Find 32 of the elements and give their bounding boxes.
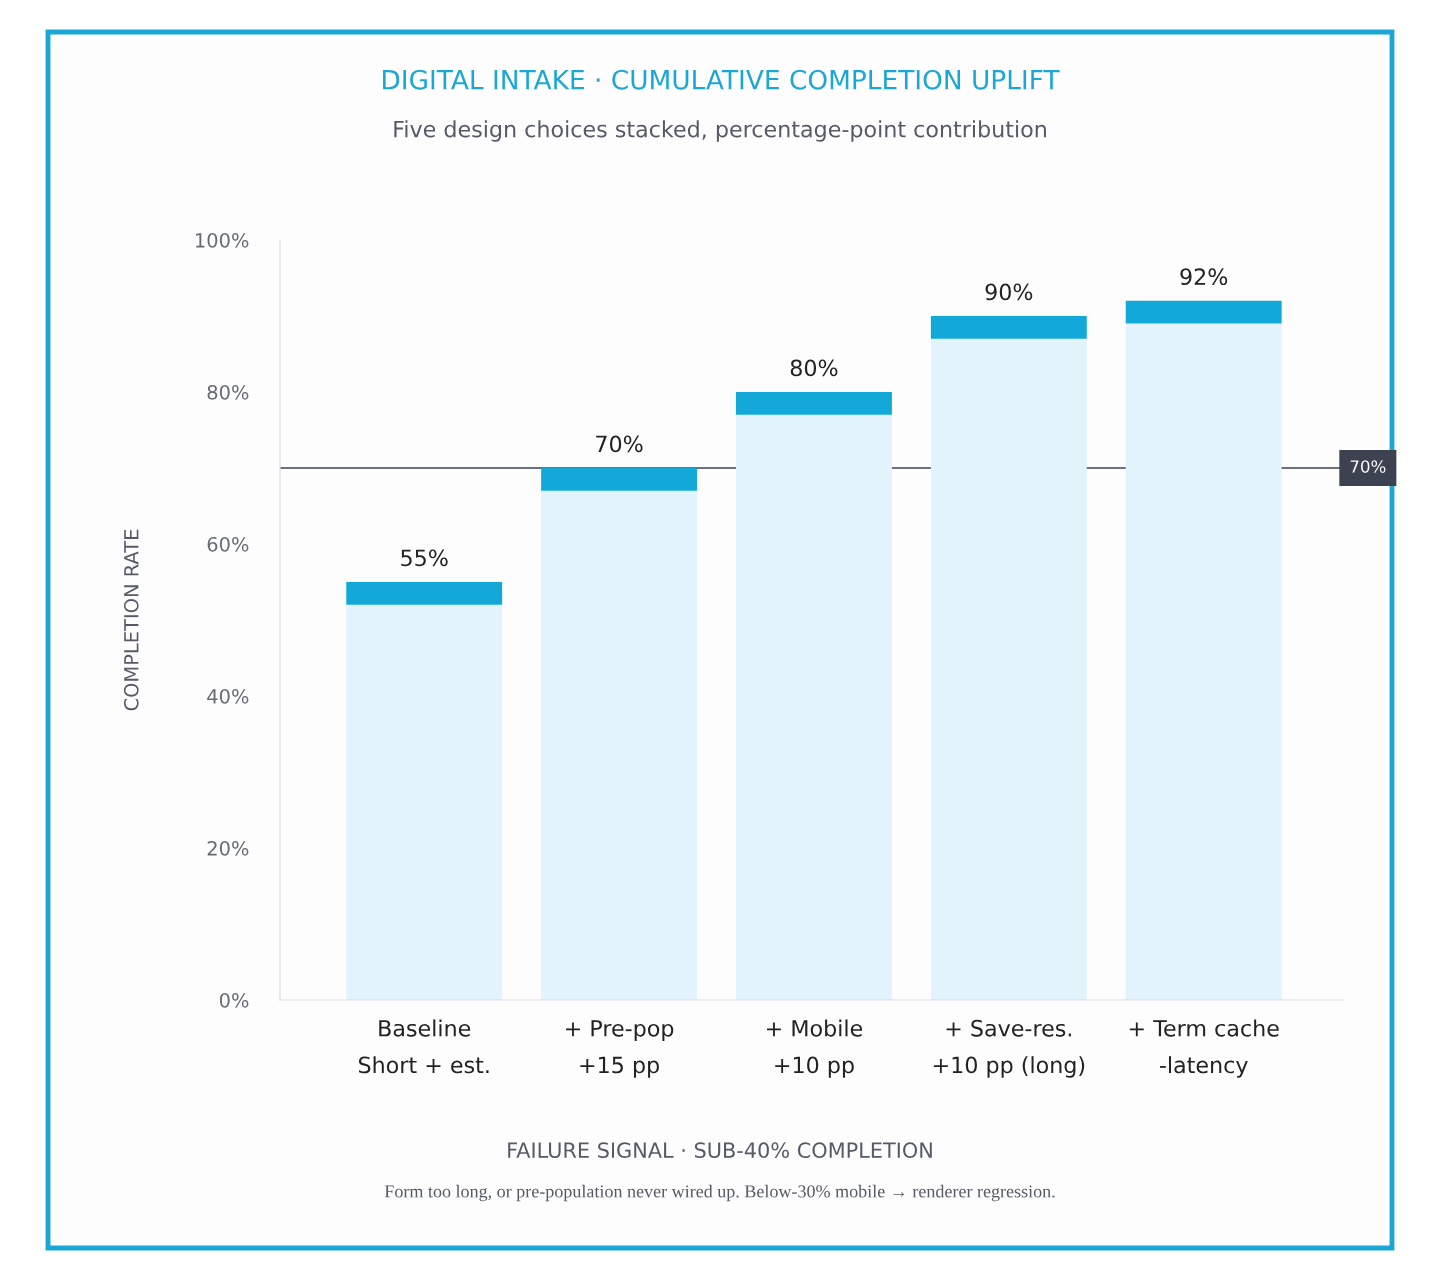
x-tick-label: + Mobile +10 pp xyxy=(767,1019,863,1078)
x-tick-label: Baseline Short + est. xyxy=(358,1019,489,1074)
bar xyxy=(346,604,503,1000)
x-tick-label: + Term cache -latency xyxy=(1129,1019,1279,1078)
chart-title: DIGITAL INTAKE · CUMULATIVE COMPLETION UPLIFT xyxy=(383,69,1060,90)
total-label: 70% xyxy=(596,435,643,453)
y-tick-label: 40% xyxy=(207,688,249,704)
y-tick-label: 0% xyxy=(219,992,249,1008)
bar xyxy=(1125,323,1282,1000)
y-axis-title: COMPLETION RATE xyxy=(123,529,139,711)
chart-subtitle: Five design choices stacked, percentage-point contribution xyxy=(394,120,1046,142)
text: FAILURE SIGNAL · SUB-40% COMPLETION xyxy=(508,1142,932,1159)
bar xyxy=(736,392,892,415)
text: Form too long, or pre-population never wired up. Below-30% mobile → renderer regression. xyxy=(384,1184,1055,1202)
y-tick-label: 20% xyxy=(207,840,249,856)
bar xyxy=(541,490,698,1000)
ref-line-label: 70% xyxy=(1350,460,1386,473)
bar xyxy=(736,414,892,1000)
total-label: 90% xyxy=(985,283,1033,301)
bar xyxy=(930,316,1087,339)
bar xyxy=(930,338,1087,1000)
total-label: 80% xyxy=(790,359,838,377)
y-tick-label: 100% xyxy=(195,232,249,248)
bar xyxy=(541,468,698,491)
total-label: 92% xyxy=(1180,268,1228,286)
x-tick-label: + Save-res. +10 pp (long) xyxy=(933,1019,1085,1078)
bar xyxy=(346,582,503,605)
y-tick-label: 60% xyxy=(207,536,249,552)
total-label: 55% xyxy=(401,549,448,567)
x-tick-label: + Pre-pop +15 pp xyxy=(566,1020,674,1078)
bar xyxy=(1125,300,1282,324)
y-tick-label: 80% xyxy=(207,384,249,400)
